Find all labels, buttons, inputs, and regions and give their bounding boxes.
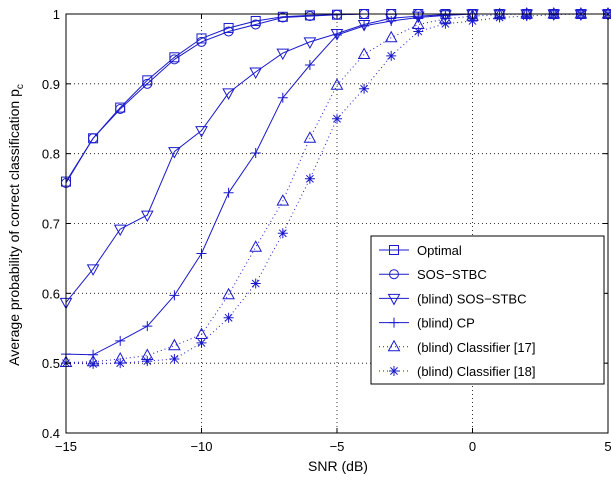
data-point bbox=[250, 15, 261, 26]
x-tick-label: −10 bbox=[190, 439, 212, 454]
data-point bbox=[142, 78, 153, 89]
data-point bbox=[168, 338, 181, 351]
data-point bbox=[386, 15, 397, 26]
legend: Optimal SOS−STBC (blind) SOS−STBC (blind) C… bbox=[370, 235, 605, 385]
legend-marker bbox=[387, 293, 401, 306]
legend-marker bbox=[389, 317, 399, 328]
data-point bbox=[467, 15, 478, 26]
legend-label: SOS−STBC bbox=[417, 267, 487, 282]
data-point bbox=[196, 248, 207, 259]
data-point bbox=[249, 67, 263, 79]
y-tick-label: 0.6 bbox=[42, 286, 60, 301]
data-point bbox=[142, 321, 153, 332]
data-point bbox=[359, 20, 370, 31]
data-point bbox=[384, 30, 398, 43]
data-point bbox=[223, 312, 234, 323]
data-point bbox=[222, 88, 235, 100]
data-point bbox=[86, 264, 100, 276]
legend-marker bbox=[387, 339, 401, 352]
legend-label: (blind) Classifier [18] bbox=[417, 364, 536, 379]
x-tick-label: 5 bbox=[604, 439, 611, 454]
data-point bbox=[303, 37, 317, 49]
data-point bbox=[359, 83, 370, 94]
legend-marker bbox=[389, 245, 399, 255]
y-tick-label: 1 bbox=[53, 7, 60, 22]
data-point bbox=[386, 50, 397, 61]
legend-label: (blind) CP bbox=[417, 316, 475, 331]
data-point bbox=[113, 224, 127, 237]
data-point bbox=[303, 131, 317, 143]
y-tick-label: 0.7 bbox=[42, 217, 60, 232]
data-point bbox=[222, 287, 235, 300]
data-point bbox=[440, 18, 451, 29]
data-point bbox=[169, 54, 180, 65]
data-point bbox=[494, 12, 505, 23]
data-point bbox=[88, 133, 99, 144]
y-tick-label: 0.8 bbox=[42, 147, 60, 162]
legend-marker bbox=[389, 269, 399, 280]
data-point bbox=[304, 11, 315, 22]
data-point bbox=[196, 33, 207, 44]
y-axis-label-subscript: c bbox=[15, 84, 26, 89]
y-tick-label: 0.4 bbox=[42, 426, 60, 441]
x-tick-label: −15 bbox=[55, 439, 77, 454]
data-point bbox=[168, 147, 181, 159]
data-point bbox=[223, 187, 234, 198]
legend-box bbox=[370, 235, 605, 385]
data-point bbox=[277, 228, 288, 239]
y-axis-label-main: Average probability of correct classific… bbox=[6, 89, 22, 366]
legend-marker bbox=[389, 366, 399, 376]
data-point bbox=[277, 12, 288, 23]
data-point bbox=[115, 358, 126, 369]
data-point bbox=[195, 126, 208, 138]
data-point bbox=[413, 26, 424, 37]
data-point bbox=[521, 11, 532, 22]
data-point bbox=[330, 78, 344, 90]
data-point bbox=[115, 103, 126, 114]
data-point bbox=[140, 210, 154, 223]
data-point bbox=[196, 337, 207, 348]
data-point bbox=[357, 47, 371, 60]
y-tick-label: 0.9 bbox=[42, 77, 60, 92]
data-point bbox=[304, 59, 315, 70]
data-point bbox=[304, 173, 315, 184]
data-point bbox=[548, 9, 559, 20]
data-point bbox=[169, 353, 180, 364]
legend-label: (blind) SOS−STBC bbox=[417, 291, 526, 306]
x-tick-label: −5 bbox=[330, 439, 345, 454]
x-axis-label: SNR (dB) bbox=[308, 458, 368, 474]
data-point bbox=[332, 9, 342, 20]
series-line bbox=[65, 13, 608, 363]
data-point bbox=[223, 22, 234, 33]
data-point bbox=[332, 113, 342, 124]
data-point bbox=[115, 335, 126, 346]
data-point bbox=[276, 48, 290, 61]
y-tick-label: 0.5 bbox=[42, 356, 60, 371]
data-point bbox=[250, 19, 261, 30]
data-point bbox=[223, 26, 234, 37]
legend-label: Optimal bbox=[417, 243, 462, 258]
x-tick-label: 0 bbox=[469, 439, 476, 454]
y-axis-label: Average probability of correct classific… bbox=[6, 84, 26, 366]
data-point bbox=[169, 290, 180, 301]
data-point bbox=[88, 358, 99, 369]
data-point bbox=[332, 29, 342, 40]
data-point bbox=[249, 240, 263, 252]
data-point bbox=[250, 278, 261, 289]
data-point bbox=[250, 147, 261, 158]
data-point bbox=[276, 194, 290, 206]
data-point bbox=[142, 356, 153, 367]
legend-label: (blind) Classifier [17] bbox=[417, 340, 536, 355]
data-point bbox=[277, 92, 288, 103]
data-point bbox=[196, 36, 207, 47]
